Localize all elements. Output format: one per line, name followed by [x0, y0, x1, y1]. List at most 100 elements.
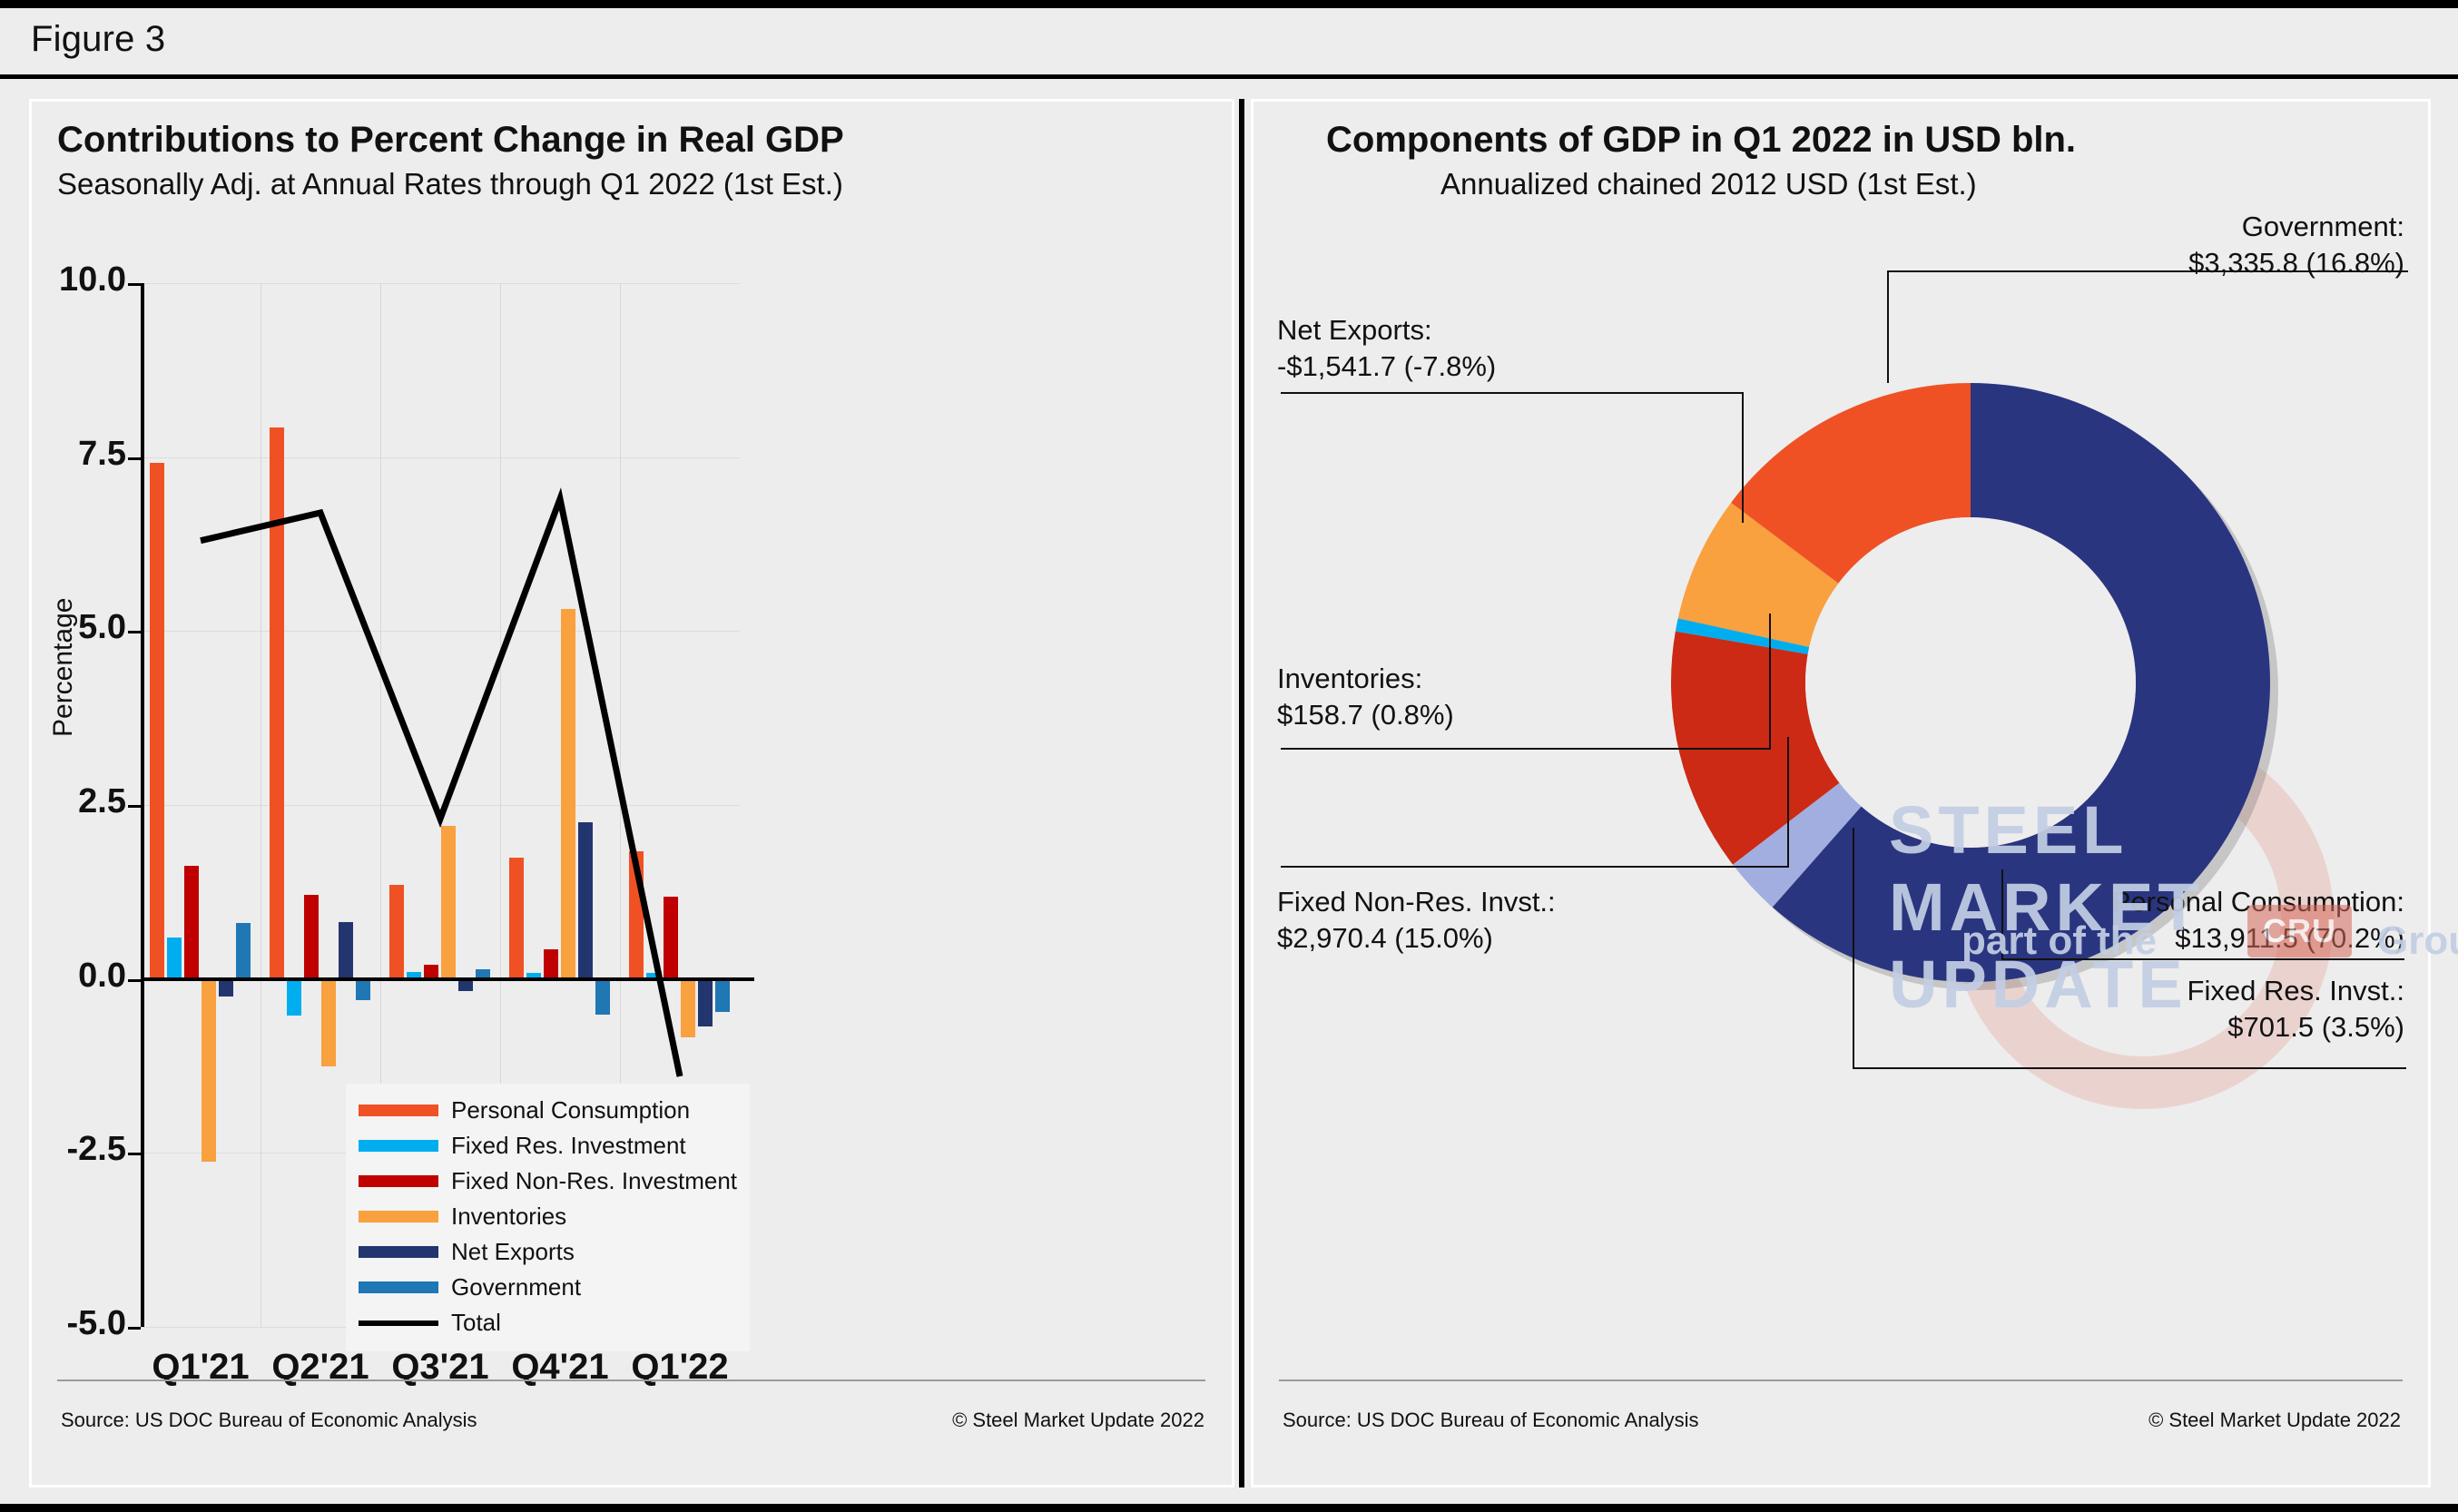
left-copyright-text: © Steel Market Update 2022: [952, 1409, 1204, 1431]
legend-label: Total: [451, 1309, 501, 1336]
bar: [389, 885, 408, 983]
legend-label: Fixed Res. Investment: [451, 1132, 686, 1159]
leader-fixed-nonres-v: [1787, 737, 1789, 868]
bar: [457, 978, 477, 996]
legend-swatch-icon: [359, 1211, 438, 1222]
zero-line: [141, 977, 754, 981]
figure-label: Figure 3: [31, 19, 166, 59]
leader-net-exports-h: [1281, 392, 1744, 394]
left-chart-subtitle: Seasonally Adj. at Annual Rates through …: [57, 167, 843, 201]
y-axis-tick: 5.0: [78, 608, 126, 647]
legend-swatch-icon: [359, 1105, 438, 1116]
legend-item[interactable]: Government: [359, 1270, 737, 1305]
callout-government-label: Government:: [2241, 211, 2404, 242]
bar: [561, 608, 579, 983]
y-axis-line: [141, 283, 144, 1327]
callout-personal-consumption: Personal Consumption: $13,911.5 (70.2%): [2112, 884, 2404, 956]
legend-swatch-icon: [359, 1281, 438, 1293]
right-chart-title: Components of GDP in Q1 2022 in USD bln.: [1326, 120, 2077, 160]
donut-segment[interactable]: [1677, 502, 1839, 648]
bar: [577, 822, 596, 983]
callout-fixed-res-label: Fixed Res. Invst.:: [2187, 975, 2404, 1006]
leader-government-h: [1887, 270, 2408, 272]
leader-personal-v: [2001, 869, 2003, 960]
grid-line: [141, 457, 740, 458]
right-footer-rule: [1279, 1379, 2403, 1381]
bar-chart: Percentage 10.0 7.5 5.0 2.5 0.0 -2.5 -5.0 Q1'21…: [32, 102, 1237, 1490]
legend-label: Personal Consumption: [451, 1096, 691, 1124]
callout-fixed-nonres-value: $2,970.4 (15.0%): [1277, 921, 1493, 954]
callout-fixed-res: Fixed Res. Invst.: $701.5 (3.5%): [2188, 973, 2404, 1045]
grid-line: [141, 631, 740, 633]
y-axis-tick: 0.0: [78, 956, 126, 995]
y-axis-tick: -5.0: [66, 1304, 126, 1342]
bar: [629, 851, 648, 983]
x-axis-tick: Q3'21: [391, 1347, 489, 1387]
leader-fixed-res-v: [1853, 828, 1854, 1069]
bar: [235, 923, 254, 984]
callout-fixed-nonres: Fixed Non-Res. Invst.: $2,970.4 (15.0%): [1277, 884, 1556, 956]
legend-item[interactable]: Inventories: [359, 1199, 737, 1234]
grid-line: [141, 283, 740, 284]
legend-item[interactable]: Fixed Non-Res. Investment: [359, 1163, 737, 1199]
right-copyright-text: © Steel Market Update 2022: [2148, 1409, 2401, 1431]
bar: [697, 978, 716, 1030]
bar: [595, 978, 614, 1018]
donut-segment[interactable]: [1731, 383, 1971, 584]
x-axis-tick: Q1'22: [631, 1347, 729, 1387]
leader-fixed-res-h: [1853, 1067, 2406, 1069]
callout-fixed-nonres-label: Fixed Non-Res. Invst.:: [1277, 886, 1556, 918]
legend-item[interactable]: Total: [359, 1305, 737, 1340]
bar: [338, 921, 357, 983]
bar: [270, 427, 289, 983]
left-source-text: Source: US DOC Bureau of Economic Analys…: [61, 1409, 477, 1431]
bar: [202, 978, 220, 1165]
bar: [321, 978, 339, 1070]
legend-item[interactable]: Net Exports: [359, 1234, 737, 1270]
bar: [167, 937, 185, 983]
right-source-text: Source: US DOC Bureau of Economic Analys…: [1283, 1409, 1699, 1431]
legend-label: Inventories: [451, 1203, 567, 1230]
bar: [218, 978, 237, 1001]
legend-label: Fixed Non-Res. Investment: [451, 1167, 738, 1194]
y-axis-tickmark: [128, 978, 141, 982]
right-chart-subtitle: Annualized chained 2012 USD (1st Est.): [1440, 167, 1977, 201]
donut-segment[interactable]: [1772, 383, 2270, 982]
callout-inventories-label: Inventories:: [1277, 663, 1423, 694]
legend-line-icon: [359, 1320, 438, 1326]
bar: [509, 858, 528, 984]
y-axis-tick: 10.0: [59, 260, 126, 299]
left-panel: Contributions to Percent Change in Real …: [29, 99, 1234, 1487]
bar: [304, 894, 322, 983]
y-axis-tick: 7.5: [78, 434, 126, 473]
donut-hole: [1805, 517, 2136, 848]
y-axis-tickmark: [128, 457, 141, 460]
legend-swatch-icon: [359, 1175, 438, 1187]
legend-swatch-icon: [359, 1246, 438, 1258]
bar: [681, 978, 699, 1042]
legend-item[interactable]: Fixed Res. Investment: [359, 1128, 737, 1163]
x-axis-tick: Q1'21: [152, 1347, 250, 1387]
panel-divider: [1239, 99, 1244, 1487]
leader-fixed-nonres-h: [1281, 866, 1789, 868]
grid-line: [141, 805, 740, 806]
legend-item[interactable]: Personal Consumption: [359, 1093, 737, 1128]
left-footer-rule: [57, 1379, 1205, 1381]
callout-personal-consumption-label: Personal Consumption:: [2111, 886, 2404, 918]
donut-segment[interactable]: [1675, 618, 1810, 654]
legend-label: Government: [451, 1273, 582, 1301]
donut-segment[interactable]: [1732, 782, 1862, 908]
legend-swatch-icon: [359, 1140, 438, 1152]
figure-header: Figure 3: [0, 8, 2458, 79]
bar: [714, 978, 733, 1016]
callout-net-exports: Net Exports: -$1,541.7 (-7.8%): [1277, 312, 1496, 384]
legend-label: Net Exports: [451, 1238, 575, 1265]
y-axis-tickmark: [128, 1327, 141, 1330]
x-axis-tick: Q2'21: [271, 1347, 369, 1387]
leader-inventories-h: [1281, 748, 1771, 750]
callout-net-exports-value: -$1,541.7 (-7.8%): [1277, 349, 1497, 382]
bar: [184, 865, 202, 983]
bar-chart-legend: Personal Consumption Fixed Res. Investmen…: [346, 1084, 751, 1351]
callout-net-exports-label: Net Exports:: [1277, 314, 1432, 346]
